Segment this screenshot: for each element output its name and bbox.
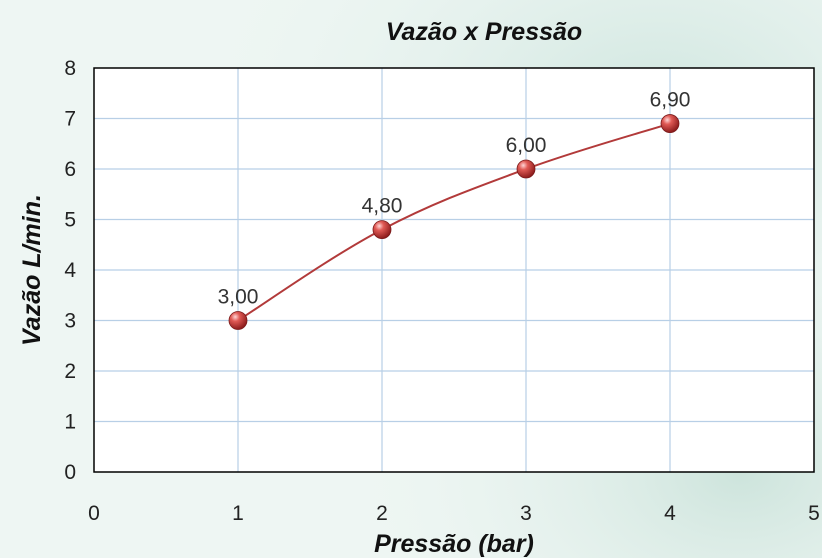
x-tick-label: 5 — [808, 502, 820, 525]
x-tick-label: 0 — [88, 502, 100, 525]
y-tick-label: 3 — [64, 310, 76, 333]
y-tick-label: 6 — [64, 158, 76, 181]
plot-border — [93, 67, 815, 473]
data-point[interactable] — [372, 220, 392, 240]
x-tick-label: 4 — [664, 502, 676, 525]
y-tick-label: 5 — [64, 209, 76, 232]
data-label: 6,00 — [506, 134, 547, 157]
data-label: 6,90 — [650, 89, 691, 112]
data-point[interactable] — [516, 159, 536, 179]
y-tick-label: 2 — [64, 360, 76, 383]
y-tick-label: 1 — [64, 411, 76, 434]
series-line — [237, 122, 671, 322]
data-point[interactable] — [660, 114, 680, 133]
y-tick-label: 7 — [64, 108, 76, 131]
data-point[interactable] — [228, 311, 248, 330]
x-tick-label: 1 — [232, 502, 244, 525]
x-tick-label: 2 — [376, 502, 388, 525]
y-axis-title: Vazão L/min. — [18, 194, 46, 346]
y-tick-label: 8 — [64, 57, 76, 80]
data-label: 3,00 — [218, 286, 259, 309]
chart-title: Vazão x Pressão — [386, 18, 582, 46]
data-label: 4,80 — [362, 195, 403, 218]
x-axis-title: Pressão (bar) — [374, 530, 534, 558]
y-tick-label: 0 — [64, 461, 76, 484]
x-tick-label: 3 — [520, 502, 532, 525]
y-tick-label: 4 — [64, 259, 76, 282]
